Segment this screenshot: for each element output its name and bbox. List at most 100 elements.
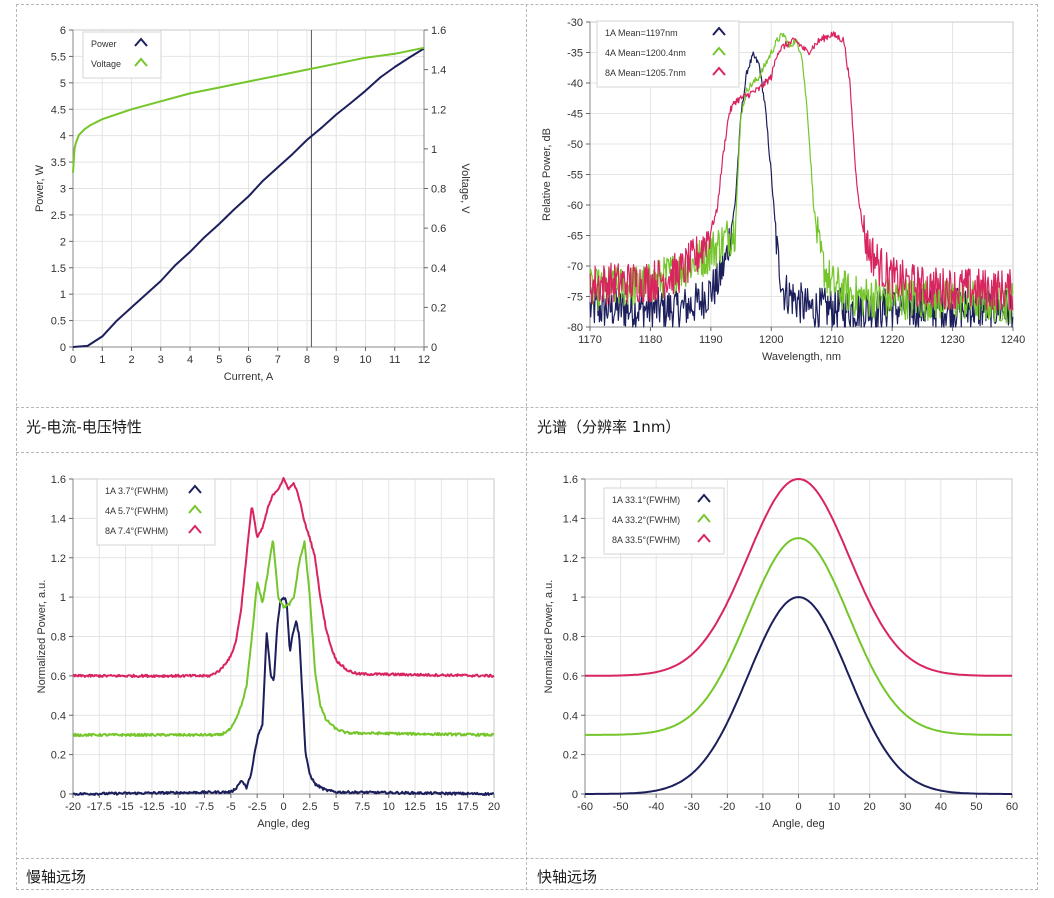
legend-label: 1A 33.1°(FWHM) bbox=[612, 495, 680, 505]
x-tick-label: 1190 bbox=[699, 334, 723, 346]
series-line-1 bbox=[589, 32, 1014, 325]
x-tick-label: 0 bbox=[280, 801, 286, 813]
y-tick-label: -30 bbox=[567, 17, 583, 29]
x-tick-label: -40 bbox=[648, 801, 664, 813]
legend-label: 1A Mean=1197nm bbox=[605, 28, 678, 38]
y-tick-label: 0.2 bbox=[563, 750, 578, 762]
x-tick-label: 5 bbox=[333, 801, 339, 813]
legend-swatch bbox=[712, 66, 726, 76]
y2-tick-label: 1 bbox=[431, 144, 437, 156]
x-tick-label: 10 bbox=[383, 801, 395, 813]
legend-swatch bbox=[697, 493, 711, 503]
x-tick-label: -2.5 bbox=[248, 801, 267, 813]
y-tick-label: 0.6 bbox=[563, 671, 578, 683]
y-tick-label: 5.5 bbox=[51, 51, 66, 63]
y-tick-label: 0.4 bbox=[51, 710, 66, 722]
y2-tick-label: 0.8 bbox=[431, 184, 446, 196]
series-line-0 bbox=[72, 47, 425, 348]
y-axis-label: Normalized Power, a.u. bbox=[36, 580, 48, 694]
x-tick-label: 60 bbox=[1006, 801, 1018, 813]
series-line-0 bbox=[585, 596, 1012, 795]
legend-label: 4A 33.2°(FWHM) bbox=[612, 515, 680, 525]
x-tick-label: 17.5 bbox=[457, 801, 478, 813]
legend-swatch bbox=[712, 26, 726, 36]
y2-axis-label: Voltage, V bbox=[459, 163, 471, 214]
y-tick-label: -80 bbox=[567, 322, 583, 334]
x-tick-label: 4 bbox=[187, 354, 193, 366]
x-tick-label: 40 bbox=[935, 801, 947, 813]
spectrum-chart: 1170 1180 1190 1200 1210 1220 1230 1240 -80 -75 -7… bbox=[541, 17, 1025, 363]
row-divider bbox=[16, 407, 1038, 408]
y-tick-label: 0 bbox=[572, 789, 578, 801]
x-tick-label: 2.5 bbox=[302, 801, 317, 813]
x-tick-label: 20 bbox=[488, 801, 500, 813]
liv-chart: 0 1 2 3 4 5 6 7 8 9 10 11 1200.511.522.533.544.555.5… bbox=[34, 25, 471, 383]
x-tick-label: 6 bbox=[245, 354, 251, 366]
legend-swatch bbox=[134, 57, 148, 67]
x-tick-label: 7 bbox=[275, 354, 281, 366]
y-tick-label: 2 bbox=[60, 236, 66, 248]
legend-swatch bbox=[188, 504, 202, 514]
series-line-2 bbox=[589, 31, 1014, 312]
x-tick-label: 2 bbox=[128, 354, 134, 366]
y-tick-label: 2.5 bbox=[51, 210, 66, 222]
legend-label: 4A Mean=1200.4nm bbox=[605, 48, 686, 58]
x-tick-label: -10 bbox=[755, 801, 771, 813]
y2-tick-label: 1.2 bbox=[431, 104, 446, 116]
x-tick-label: 1220 bbox=[880, 334, 904, 346]
y-axis-label: Relative Power, dB bbox=[541, 128, 553, 221]
row-divider bbox=[16, 452, 1038, 453]
row-divider bbox=[16, 858, 1038, 859]
x-tick-label: 11 bbox=[389, 354, 400, 366]
spectrum-caption: 光谱（分辨率 1nm） bbox=[537, 418, 681, 436]
x-tick-label: 30 bbox=[899, 801, 911, 813]
x-tick-label: 9 bbox=[333, 354, 339, 366]
x-tick-label: -20 bbox=[65, 801, 81, 813]
spectrum-chart-cell: 1170 1180 1190 1200 1210 1220 1230 1240 -80 -75 -7… bbox=[527, 5, 1037, 406]
y-tick-label: 0.5 bbox=[51, 316, 66, 328]
x-tick-label: 8 bbox=[304, 354, 310, 366]
y-tick-label: 5 bbox=[60, 78, 66, 90]
y-tick-label: -35 bbox=[567, 48, 583, 60]
column-divider bbox=[526, 4, 527, 890]
x-tick-label: -5 bbox=[226, 801, 236, 813]
legend-label: 4A 5.7°(FWHM) bbox=[105, 506, 168, 516]
legend-box bbox=[603, 487, 725, 555]
x-axis-label: Current, A bbox=[224, 371, 274, 383]
x-tick-label: 1240 bbox=[1001, 334, 1025, 346]
x-tick-label: 1210 bbox=[819, 334, 843, 346]
y-tick-label: 3 bbox=[60, 184, 66, 196]
legend-box bbox=[82, 31, 162, 79]
y-tick-label: 1.2 bbox=[563, 553, 578, 565]
x-tick-label: 1200 bbox=[759, 334, 783, 346]
x-tick-label: -10 bbox=[170, 801, 186, 813]
y-tick-label: -40 bbox=[567, 78, 583, 90]
y2-tick-label: 1.4 bbox=[431, 65, 446, 77]
y-tick-label: 0 bbox=[60, 342, 66, 354]
legend-swatch bbox=[188, 524, 202, 534]
y-tick-label: 1.2 bbox=[51, 553, 66, 565]
series-line-1 bbox=[72, 540, 495, 738]
legend-swatch bbox=[712, 46, 726, 56]
y-tick-label: -50 bbox=[567, 139, 583, 151]
x-axis-label: Angle, deg bbox=[257, 818, 310, 830]
x-tick-label: 0 bbox=[70, 354, 76, 366]
legend-swatch bbox=[134, 37, 148, 47]
x-tick-label: -30 bbox=[684, 801, 700, 813]
y-tick-label: 1.4 bbox=[563, 513, 578, 525]
slow-axis-caption: 慢轴远场 bbox=[26, 868, 87, 886]
liv-chart-cell: 0 1 2 3 4 5 6 7 8 9 10 11 12 0 0.5 1 1.5 2 2.5 3 3.5 4 4.5 5 5.5… bbox=[17, 5, 525, 406]
x-tick-label: 50 bbox=[970, 801, 982, 813]
y-tick-label: 0 bbox=[60, 789, 66, 801]
legend-label: 8A 7.4°(FWHM) bbox=[105, 526, 168, 536]
liv-caption: 光-电流-电压特性 bbox=[26, 418, 142, 436]
x-tick-label: 1230 bbox=[940, 334, 964, 346]
legend-label: 8A 33.5°(FWHM) bbox=[612, 535, 680, 545]
slow-axis-chart-cell: -20 -17.5 -15 -12.5 -10 -7.5 -5 -2.5 0 2.5 5 7.5 10 1… bbox=[17, 453, 525, 857]
legend-swatch bbox=[188, 484, 202, 494]
fast-axis-caption: 快轴远场 bbox=[537, 868, 598, 886]
x-tick-label: -15 bbox=[118, 801, 134, 813]
x-tick-label: -7.5 bbox=[195, 801, 214, 813]
legend-label: Voltage bbox=[91, 59, 121, 69]
y-tick-label: 0.4 bbox=[563, 710, 578, 722]
